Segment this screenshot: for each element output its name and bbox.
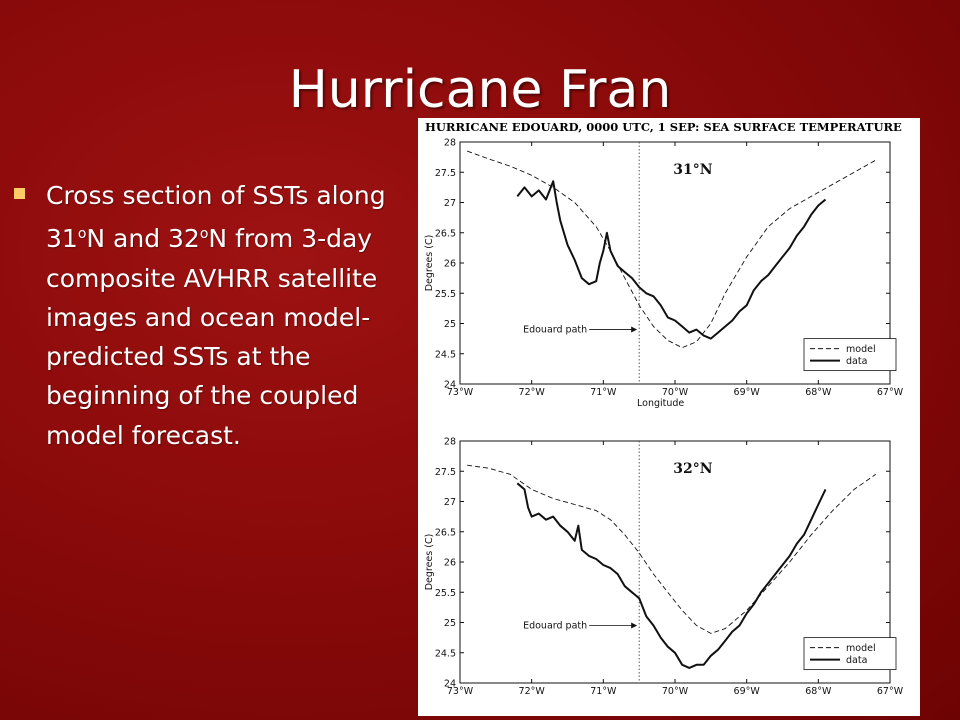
x-tick-label: 69°W <box>734 686 761 697</box>
sst-figure-svg: HURRICANE EDOUARD, 0000 UTC, 1 SEP: SEA … <box>424 120 904 698</box>
x-tick-label: 72°W <box>519 387 546 398</box>
y-tick-label: 27 <box>444 497 456 508</box>
degree-superscript-2: o <box>199 226 209 243</box>
edouard-path-annotation: Edouard path <box>523 621 587 632</box>
legend-entry-model: model <box>846 643 876 654</box>
edouard-path-annotation: Edouard path <box>523 325 587 336</box>
annotation-arrowhead-icon <box>631 622 638 629</box>
x-tick-label: 70°W <box>662 387 689 398</box>
bullet-text: Cross section of SSTs along 31oN and 32o… <box>46 176 416 455</box>
y-tick-label: 24 <box>444 380 456 391</box>
x-tick-label: 69°W <box>734 387 761 398</box>
y-tick-label: 26 <box>444 558 456 569</box>
latitude-label: 31°N <box>673 162 712 178</box>
bullet-square-icon <box>14 188 25 199</box>
y-axis-label: Degrees (C) <box>424 235 435 292</box>
bullet-text-part3: N from 3-day composite AVHRR satellite i… <box>46 224 378 450</box>
series-data-line <box>516 180 827 340</box>
x-tick-label: 73°W <box>447 686 474 697</box>
series-model-line <box>467 464 876 634</box>
legend-box <box>803 338 897 372</box>
y-tick-label: 28 <box>444 437 456 448</box>
slide-title: Hurricane Fran <box>288 60 672 120</box>
x-tick-label: 73°W <box>447 387 474 398</box>
x-axis-label: Longitude <box>637 398 684 409</box>
y-tick-label: 27.5 <box>435 168 456 179</box>
y-tick-label: 26 <box>444 259 456 270</box>
y-tick-label: 25 <box>444 319 456 330</box>
latitude-label: 32°N <box>673 461 712 477</box>
sst-figure: HURRICANE EDOUARD, 0000 UTC, 1 SEP: SEA … <box>418 118 920 716</box>
legend-entry-data: data <box>846 356 867 367</box>
y-tick-label: 25 <box>444 618 456 629</box>
x-tick-label: 72°W <box>519 686 546 697</box>
x-tick-label: 68°W <box>805 387 832 398</box>
legend-box <box>803 637 897 671</box>
x-tick-label: 68°W <box>805 686 832 697</box>
series-model-line <box>467 150 876 349</box>
y-tick-label: 25.5 <box>435 289 456 300</box>
x-tick-label: 67°W <box>877 686 904 697</box>
x-tick-label: 71°W <box>590 686 617 697</box>
x-tick-label: 67°W <box>877 387 904 398</box>
series-data-line <box>516 482 827 669</box>
y-tick-label: 26.5 <box>435 527 456 538</box>
y-tick-label: 27 <box>444 198 456 209</box>
y-tick-label: 24.5 <box>435 349 456 360</box>
legend-entry-model: model <box>846 344 876 355</box>
y-tick-label: 25.5 <box>435 588 456 599</box>
y-tick-label: 27.5 <box>435 467 456 478</box>
y-tick-label: 26.5 <box>435 228 456 239</box>
annotation-arrowhead-icon <box>631 326 638 333</box>
chart-panel-2: 24 24.5 25 25.5 26 26.5 27 27.5 28 73°W 72°W 71°W 70… <box>424 437 904 698</box>
x-tick-label: 71°W <box>590 387 617 398</box>
y-tick-label: 24.5 <box>435 648 456 659</box>
degree-superscript-1: o <box>77 226 87 243</box>
bullet-text-part2: N and 32 <box>86 224 200 254</box>
y-axis-label: Degrees (C) <box>424 534 435 591</box>
legend-entry-data: data <box>846 655 867 666</box>
figure-title: HURRICANE EDOUARD, 0000 UTC, 1 SEP: SEA … <box>425 120 902 134</box>
y-tick-label: 24 <box>444 679 456 690</box>
bullet-text-part1: Cross section of SSTs along 31 <box>46 181 386 254</box>
chart-panel-1: 24 24.5 25 25.5 26 26.5 27 27.5 28 73°W 72°W 71°W 70… <box>424 138 904 410</box>
x-tick-label: 70°W <box>662 686 689 697</box>
y-tick-label: 28 <box>444 138 456 149</box>
